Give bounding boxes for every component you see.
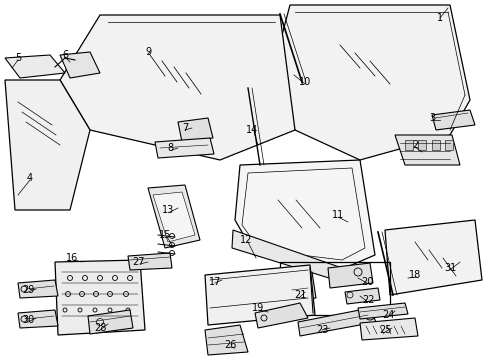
Polygon shape [148, 185, 200, 248]
Text: 23: 23 [316, 325, 328, 335]
Polygon shape [205, 265, 315, 325]
Text: 8: 8 [167, 143, 173, 153]
Text: 27: 27 [132, 257, 144, 267]
Polygon shape [405, 140, 413, 150]
Text: 24: 24 [382, 310, 394, 320]
Polygon shape [395, 135, 460, 165]
Text: 25: 25 [379, 325, 391, 335]
Polygon shape [232, 230, 342, 282]
Polygon shape [432, 110, 475, 130]
Text: 15: 15 [159, 230, 171, 240]
Text: 12: 12 [240, 235, 252, 245]
Polygon shape [5, 55, 65, 78]
Text: 7: 7 [182, 123, 188, 133]
Polygon shape [235, 160, 375, 270]
Text: 14: 14 [246, 125, 258, 135]
Polygon shape [128, 253, 172, 270]
Polygon shape [298, 308, 376, 336]
Text: 2: 2 [412, 140, 418, 150]
Text: 9: 9 [145, 47, 151, 57]
Polygon shape [60, 52, 100, 78]
Text: 30: 30 [22, 315, 34, 325]
Text: 26: 26 [224, 340, 236, 350]
Polygon shape [445, 140, 453, 150]
Text: 28: 28 [94, 323, 106, 333]
Polygon shape [345, 288, 380, 304]
Polygon shape [270, 5, 470, 160]
Polygon shape [55, 260, 145, 335]
Polygon shape [88, 310, 133, 334]
Text: 19: 19 [252, 303, 264, 313]
Text: 3: 3 [429, 113, 435, 123]
Polygon shape [60, 15, 295, 160]
Polygon shape [358, 303, 408, 319]
Polygon shape [432, 140, 440, 150]
Polygon shape [18, 310, 58, 328]
Polygon shape [418, 140, 426, 150]
Polygon shape [360, 318, 418, 340]
Text: 20: 20 [361, 277, 373, 287]
Polygon shape [153, 192, 195, 242]
Text: 29: 29 [22, 285, 34, 295]
Polygon shape [255, 303, 308, 328]
Polygon shape [385, 220, 482, 295]
Text: 5: 5 [15, 53, 21, 63]
Text: 21: 21 [294, 290, 306, 300]
Text: 1: 1 [437, 13, 443, 23]
Text: 13: 13 [162, 205, 174, 215]
Text: 17: 17 [209, 277, 221, 287]
Text: 4: 4 [27, 173, 33, 183]
Text: 31: 31 [444, 263, 456, 273]
Text: 10: 10 [299, 77, 311, 87]
Polygon shape [155, 138, 214, 158]
Text: 16: 16 [66, 253, 78, 263]
Text: 6: 6 [62, 50, 68, 60]
Text: 11: 11 [332, 210, 344, 220]
Polygon shape [288, 272, 316, 302]
Polygon shape [5, 80, 90, 210]
Text: 18: 18 [409, 270, 421, 280]
Polygon shape [18, 280, 58, 298]
Polygon shape [205, 325, 248, 355]
Text: 22: 22 [362, 295, 374, 305]
Polygon shape [328, 263, 373, 288]
Polygon shape [178, 118, 213, 142]
